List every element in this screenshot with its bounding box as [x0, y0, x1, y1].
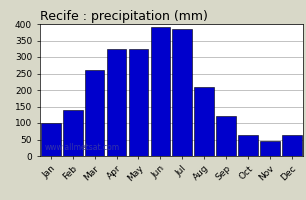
- Bar: [85, 70, 104, 156]
- Text: Recife : precipitation (mm): Recife : precipitation (mm): [40, 10, 208, 23]
- Bar: [194, 87, 214, 156]
- Bar: [282, 135, 302, 156]
- Bar: [238, 135, 258, 156]
- Bar: [41, 123, 61, 156]
- Bar: [107, 49, 126, 156]
- Bar: [129, 49, 148, 156]
- Bar: [151, 27, 170, 156]
- Text: www.allmetsat.com: www.allmetsat.com: [45, 143, 120, 152]
- Bar: [260, 141, 280, 156]
- Bar: [63, 110, 83, 156]
- Bar: [216, 116, 236, 156]
- Bar: [173, 29, 192, 156]
